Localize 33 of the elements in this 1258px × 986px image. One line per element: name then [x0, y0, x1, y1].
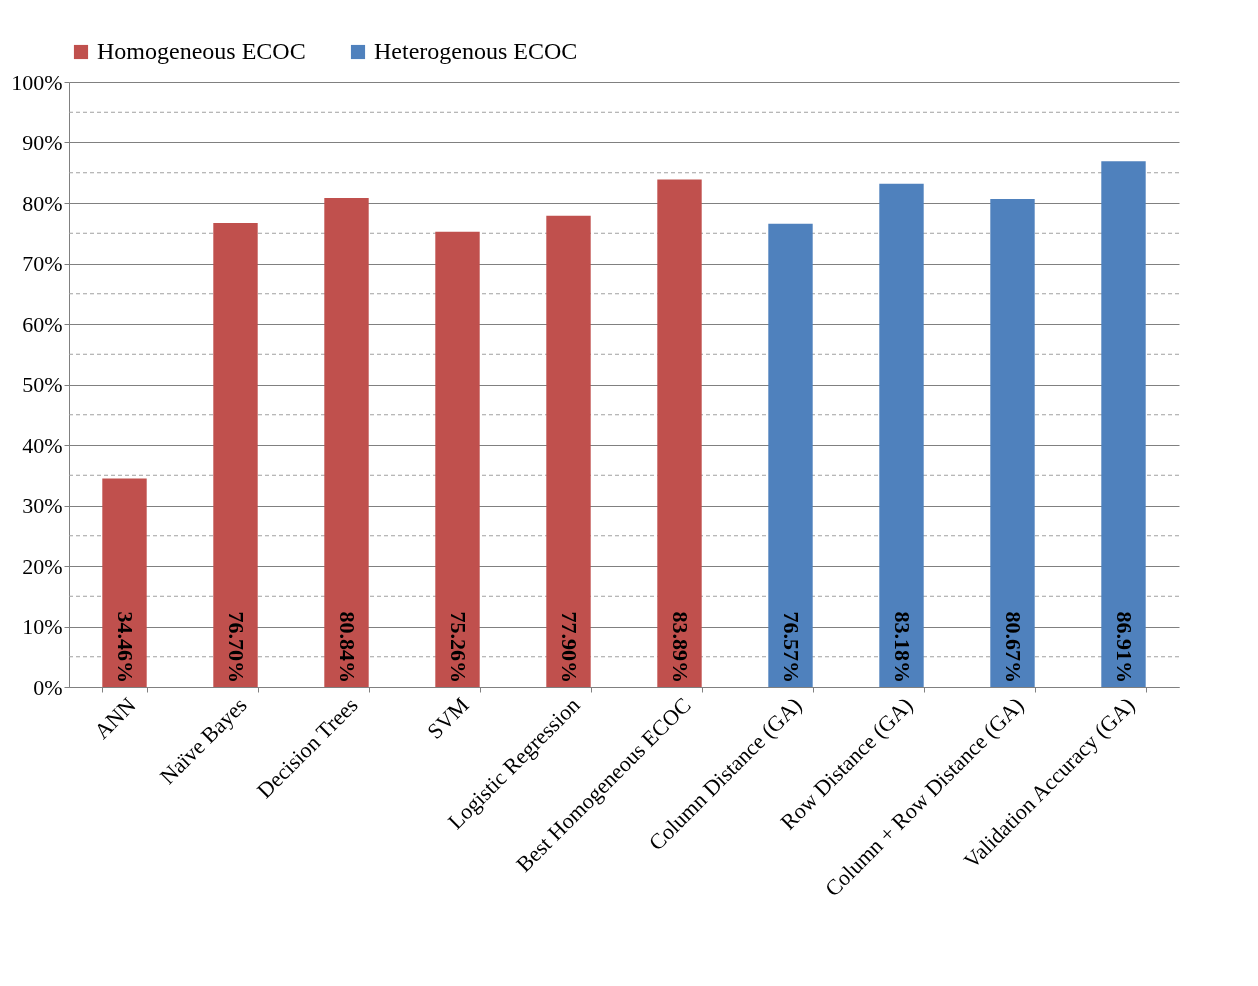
- data-label: 34.46%: [112, 611, 138, 683]
- data-label: 75.26%: [445, 611, 471, 683]
- y-tick-label: 90%: [22, 130, 63, 155]
- bar: [324, 197, 369, 687]
- data-label: 80.84%: [334, 611, 360, 683]
- data-label: 80.67%: [1000, 611, 1026, 683]
- data-label: 76.57%: [778, 611, 804, 683]
- y-tick-label: 100%: [11, 69, 63, 95]
- y-tick-label: 0%: [33, 674, 63, 700]
- y-tick-label: 60%: [22, 311, 63, 337]
- bar: [546, 215, 591, 687]
- bar: [657, 179, 702, 687]
- bar: [435, 231, 480, 687]
- data-label: 83.89%: [667, 611, 693, 683]
- data-label: 83.18%: [889, 611, 915, 683]
- legend-label: Heterogenous ECOC: [374, 38, 578, 64]
- legend-label: Homogeneous ECOC: [97, 38, 306, 64]
- bar: [768, 223, 813, 687]
- data-label: 77.90%: [556, 611, 582, 683]
- bar: [213, 222, 258, 687]
- bar: [1101, 161, 1146, 687]
- y-tick-label: 50%: [22, 372, 63, 397]
- data-label: 86.91%: [1111, 611, 1137, 683]
- bar: [102, 478, 147, 687]
- y-tick-label: 10%: [22, 614, 63, 639]
- y-tick-label: 30%: [22, 493, 63, 518]
- bar: [879, 183, 924, 687]
- y-tick-label: 40%: [22, 432, 63, 458]
- bar: [990, 198, 1035, 687]
- y-tick-label: 70%: [22, 251, 63, 276]
- y-tick-label: 80%: [22, 190, 63, 216]
- y-tick-label: 20%: [22, 553, 63, 579]
- data-label: 76.70%: [223, 611, 249, 683]
